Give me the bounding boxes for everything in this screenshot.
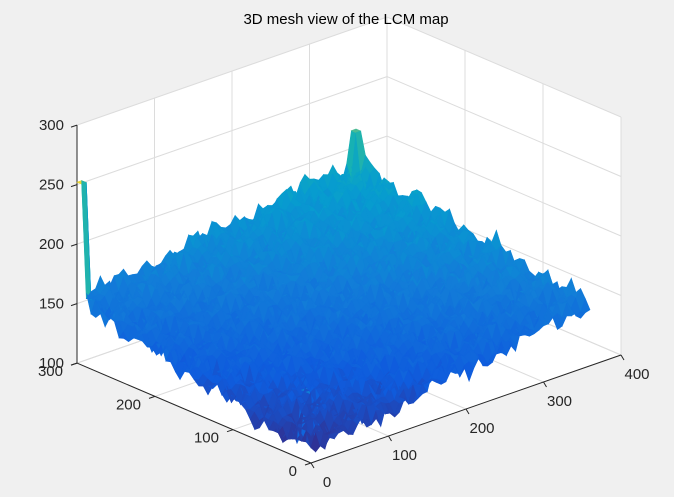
grid-line (386, 135, 622, 237)
x-tick-label: 400 (624, 366, 649, 383)
z-tick-mark (70, 124, 78, 128)
y-tick-mark (304, 462, 312, 466)
grid-line (76, 16, 388, 126)
x-tick-label: 100 (392, 447, 417, 464)
grid-line (386, 76, 622, 177)
y-tick-label: 300 (38, 363, 63, 380)
y-tick-label: 200 (116, 396, 141, 413)
x-tick-mark (310, 462, 315, 469)
y-tick-label: 0 (289, 463, 297, 480)
y-tick-mark (226, 429, 234, 433)
z-tick-mark (70, 243, 78, 247)
z-tick-label: 300 (39, 117, 64, 134)
grid-line (76, 135, 388, 245)
z-tick-label: 150 (39, 296, 64, 313)
axis-lines (70, 124, 625, 469)
z-tick-label: 100 (39, 355, 64, 372)
surface-mesh (76, 128, 591, 453)
z-tick-mark (70, 184, 78, 188)
x-tick-label: 0 (323, 474, 331, 491)
z-tick-label: 250 (39, 177, 64, 194)
z-tick-mark (70, 362, 78, 366)
grid-line (76, 76, 388, 186)
x-tick-label: 200 (469, 420, 494, 437)
z-tick-label: 200 (39, 236, 64, 253)
x-tick-label: 300 (547, 393, 572, 410)
x-tick-mark (388, 435, 392, 442)
x-tick-mark (543, 381, 547, 388)
y-tick-mark (148, 395, 156, 399)
grid-line (386, 16, 622, 118)
surface-patch (580, 297, 591, 313)
y-tick-label: 100 (194, 430, 219, 447)
x-tick-mark (620, 354, 625, 361)
x-tick-mark (465, 408, 470, 415)
chart-title: 3D mesh view of the LCM map (243, 11, 448, 28)
z-tick-mark (70, 303, 78, 307)
y-axis-line (76, 362, 312, 464)
